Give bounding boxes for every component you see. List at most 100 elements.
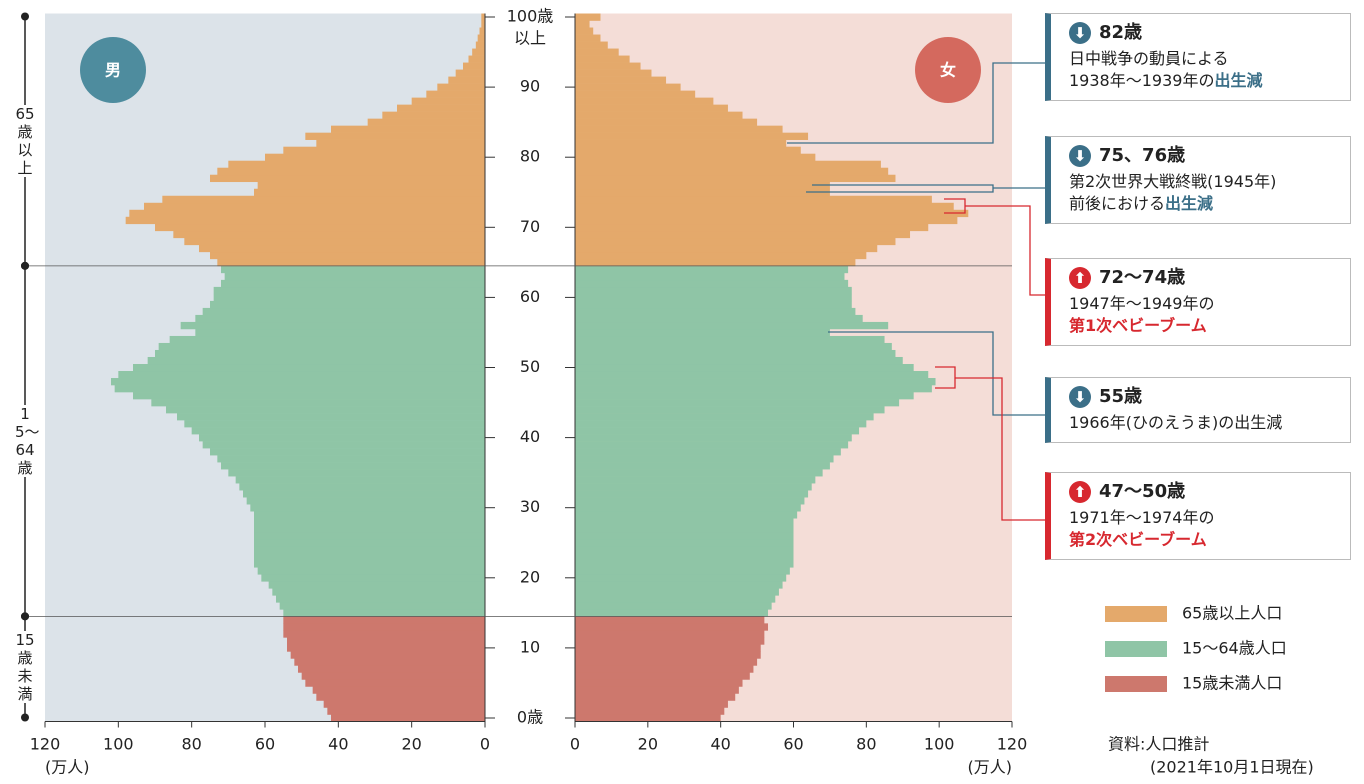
- bar: [575, 413, 874, 421]
- x-tick-label: 40: [328, 735, 348, 754]
- annotation-icon: ⬆: [1069, 481, 1091, 503]
- annotation-line: 第2次ベビーブーム: [1069, 529, 1350, 551]
- bar: [283, 616, 485, 624]
- source: (2021年10月1日現在): [1150, 758, 1314, 777]
- bar: [575, 567, 790, 575]
- bar: [575, 630, 765, 638]
- bar: [305, 132, 485, 140]
- annotation-line: 1971年〜1974年の: [1069, 507, 1350, 529]
- annotation-text: 出生減: [1165, 194, 1214, 213]
- bar: [575, 174, 896, 183]
- bar: [283, 146, 485, 154]
- bar: [316, 139, 485, 147]
- bar: [575, 62, 641, 70]
- bar: [411, 97, 485, 105]
- bar: [575, 314, 863, 323]
- bar: [301, 672, 485, 680]
- bar: [276, 595, 485, 603]
- bar: [575, 574, 787, 582]
- annotation: ⬆ 47〜50歳 1971年〜1974年の 第2次ベビーブーム: [1045, 472, 1351, 560]
- y-tick-label: 20: [520, 567, 540, 586]
- bar: [575, 307, 856, 316]
- bar: [195, 314, 486, 323]
- bar: [475, 41, 485, 49]
- bar: [575, 546, 794, 554]
- bar: [575, 525, 794, 533]
- annotation-line: 第1次ベビーブーム: [1069, 315, 1350, 337]
- bar: [575, 237, 896, 246]
- annotation: ⬇ 55歳 1966年(ひのえうま)の出生減: [1045, 377, 1351, 443]
- bar: [177, 413, 485, 421]
- bar: [575, 223, 929, 232]
- bar: [235, 476, 485, 484]
- bar: [287, 644, 485, 652]
- bar: [323, 700, 485, 708]
- bar: [261, 574, 485, 582]
- bar: [575, 588, 779, 596]
- bar: [254, 525, 485, 533]
- bar: [575, 385, 932, 393]
- connector: [787, 62, 1045, 144]
- bar: [575, 153, 816, 162]
- annotation-text: 1971年〜1974年の: [1069, 508, 1215, 527]
- bar: [575, 139, 787, 147]
- bar: [290, 651, 485, 659]
- bar: [575, 539, 794, 547]
- bar: [283, 623, 485, 631]
- bracket-dot: [21, 713, 29, 722]
- x-tick-label: 40: [710, 735, 730, 754]
- bar: [575, 349, 896, 358]
- bar: [111, 378, 485, 386]
- bar: [575, 335, 885, 344]
- bar: [575, 342, 892, 351]
- bar: [575, 258, 856, 267]
- bar: [575, 55, 630, 63]
- bar: [575, 399, 900, 407]
- bar: [257, 181, 485, 190]
- annotation-icon: ⬇: [1069, 386, 1091, 408]
- bar: [169, 335, 485, 344]
- bar: [199, 244, 485, 253]
- bar: [575, 504, 801, 512]
- bar: [479, 27, 485, 35]
- bar: [202, 307, 485, 316]
- bar: [279, 602, 485, 610]
- bar: [575, 181, 830, 190]
- bar: [228, 469, 486, 477]
- bar: [575, 132, 809, 140]
- bar: [147, 356, 485, 365]
- x-tick-label: 120: [997, 735, 1028, 754]
- bar: [575, 616, 765, 624]
- annotation-title-text: 75、76歳: [1099, 145, 1186, 166]
- bar: [575, 707, 725, 715]
- bar: [217, 258, 486, 267]
- bar: [298, 665, 485, 673]
- bar: [210, 251, 485, 260]
- bar: [481, 13, 485, 21]
- gender-badge: [915, 37, 981, 103]
- bar: [575, 637, 765, 645]
- bar: [575, 90, 696, 98]
- bar: [575, 553, 794, 561]
- bar: [575, 469, 823, 477]
- y-tick-label: 70: [520, 217, 540, 236]
- bar: [477, 34, 485, 42]
- bar: [173, 230, 486, 239]
- bar: [575, 48, 619, 56]
- bracket-label: 15歳未満: [15, 630, 35, 703]
- bar: [217, 167, 486, 176]
- bar: [575, 602, 772, 610]
- x-tick-label: 100: [103, 735, 134, 754]
- bar: [213, 293, 485, 302]
- annotation-text: 第1次ベビーブーム: [1069, 316, 1207, 335]
- bracket-dot: [21, 612, 29, 621]
- bar: [575, 497, 805, 505]
- annotation-title: ⬇ 55歳: [1069, 386, 1350, 408]
- bar: [575, 300, 852, 309]
- legend-label: 65歳以上人口: [1182, 604, 1282, 623]
- bar: [283, 609, 485, 617]
- bar: [463, 62, 485, 70]
- bar: [575, 104, 728, 112]
- x-tick-label: 20: [401, 735, 421, 754]
- y-tick-label: 40: [520, 427, 540, 446]
